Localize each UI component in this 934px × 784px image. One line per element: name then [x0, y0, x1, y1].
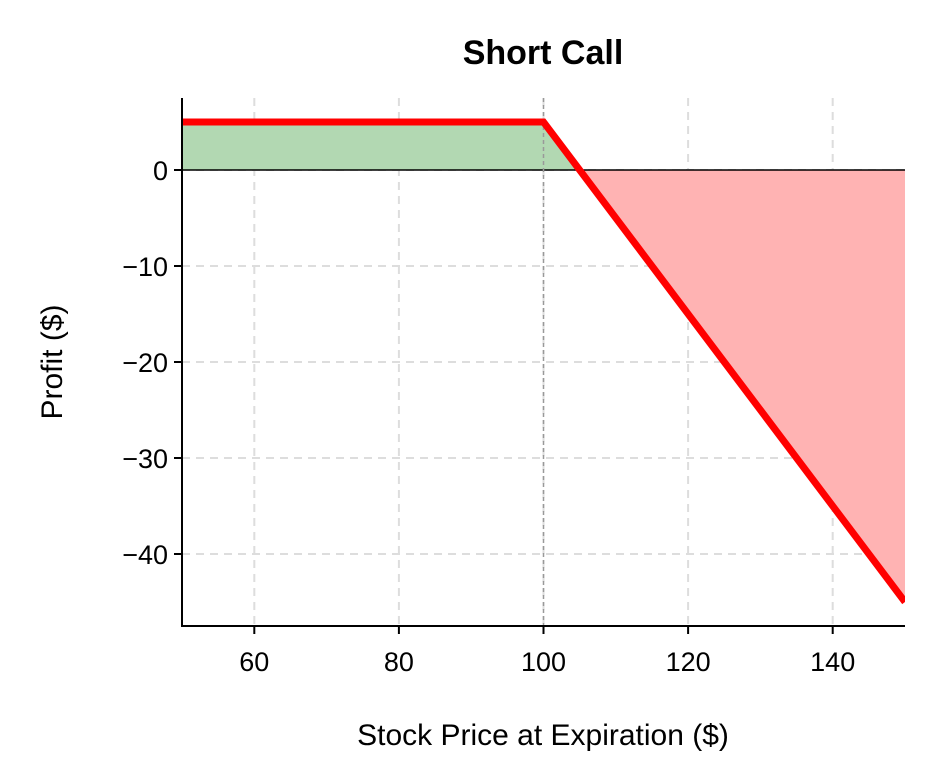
fill-regions: [182, 122, 905, 602]
chart-title: Short Call: [463, 34, 624, 72]
x-tick-label: 100: [521, 647, 566, 677]
profit-region: [182, 122, 580, 170]
x-tick-label: 60: [239, 647, 269, 677]
y-tick-label: 0: [153, 156, 168, 186]
y-axis-label: Profit ($): [36, 304, 69, 419]
reference-lines: [182, 98, 905, 626]
payoff-line: [182, 118, 905, 605]
y-tick-label: −30: [122, 444, 168, 474]
x-tick-label: 120: [666, 647, 711, 677]
y-tick-label: −40: [122, 540, 168, 570]
ticks: 60 80 100 120 140 0 −10 −20 −30 −40: [122, 156, 855, 677]
x-tick-label: 140: [810, 647, 855, 677]
payoff-lines: [182, 118, 905, 605]
x-tick-label: 80: [384, 647, 414, 677]
x-axis-label: Stock Price at Expiration ($): [357, 719, 729, 752]
y-tick-label: −20: [122, 348, 168, 378]
y-tick-label: −10: [122, 252, 168, 282]
